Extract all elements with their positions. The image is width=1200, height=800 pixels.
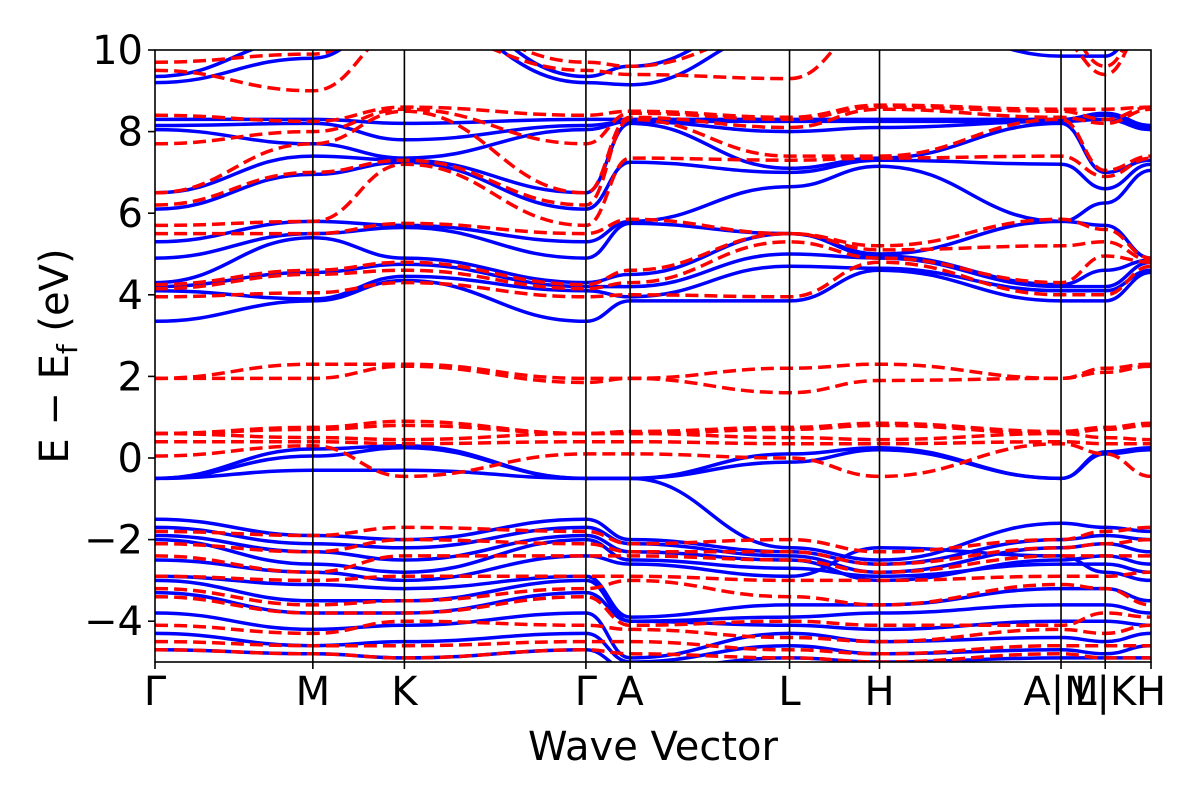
red-band-7	[155, 525, 1151, 554]
high-symmetry-lines	[312, 50, 1107, 662]
red-band-14	[155, 639, 1151, 656]
x-tick-label: K	[391, 669, 419, 715]
y-tick-label: 8	[118, 110, 143, 156]
y-tick-label: 10	[92, 28, 143, 74]
red-band-16	[155, 260, 1151, 299]
red-band-23	[155, 105, 1151, 146]
red-band-2	[155, 431, 1151, 442]
y-axis-title-subscript: f	[51, 343, 84, 354]
x-axis-title: Wave Vector	[528, 724, 779, 770]
x-tick-label: L|K	[1074, 669, 1138, 715]
blue-band-21	[155, 121, 1151, 195]
red-band-5	[155, 362, 1151, 381]
blue-band-20	[155, 158, 1151, 211]
x-tick-label: M	[296, 669, 331, 715]
red-band-15	[155, 648, 1151, 662]
blue-band-26	[155, 50, 694, 79]
red-band-26	[155, 50, 1125, 69]
red-band-3	[155, 423, 1151, 436]
blue-band-19	[155, 164, 1151, 244]
spin-down-bands	[155, 50, 1151, 662]
red-band-20	[155, 154, 1151, 228]
red-band-11	[155, 578, 1151, 607]
x-tick-label: Γ	[575, 669, 598, 715]
plot-frame	[154, 49, 1152, 663]
x-tick-label: L	[778, 669, 801, 715]
y-tick-label: 2	[118, 354, 143, 400]
y-axis-title: E − Ef (eV)	[32, 248, 84, 463]
y-axis: −4 −2 0 2 4 6 8 10	[84, 28, 155, 645]
y-tick-label: 6	[118, 191, 143, 237]
y-tick-label: −4	[84, 599, 143, 645]
red-band-10	[155, 570, 1151, 583]
red-band-19	[155, 217, 1151, 260]
red-band-9	[155, 554, 1151, 574]
x-axis: Γ M K Γ A L H A|ML|K H	[144, 662, 1166, 715]
blue-band-25	[155, 50, 1120, 87]
red-band-17	[155, 240, 1151, 291]
red-band-8	[155, 537, 1151, 566]
blue-band-18	[155, 219, 1151, 260]
spin-up-bands	[155, 50, 1151, 662]
x-tick-label: A|M	[1023, 669, 1098, 715]
red-band-25	[155, 50, 1129, 93]
red-band-24	[155, 103, 1151, 124]
x-tick-label: Γ	[144, 669, 167, 715]
red-band-4	[155, 419, 1151, 436]
blue-band-16	[155, 252, 1151, 289]
y-tick-label: −2	[84, 518, 143, 564]
red-band-1	[155, 439, 1151, 446]
x-tick-label: H	[864, 669, 894, 715]
red-band-13	[155, 619, 1151, 644]
x-tick-label: A	[616, 669, 644, 715]
red-band-6	[155, 364, 1151, 395]
y-tick-label: 0	[118, 436, 143, 482]
x-tick-label: H	[1136, 669, 1166, 715]
y-tick-label: 4	[118, 273, 143, 319]
red-band-21	[155, 117, 1151, 207]
